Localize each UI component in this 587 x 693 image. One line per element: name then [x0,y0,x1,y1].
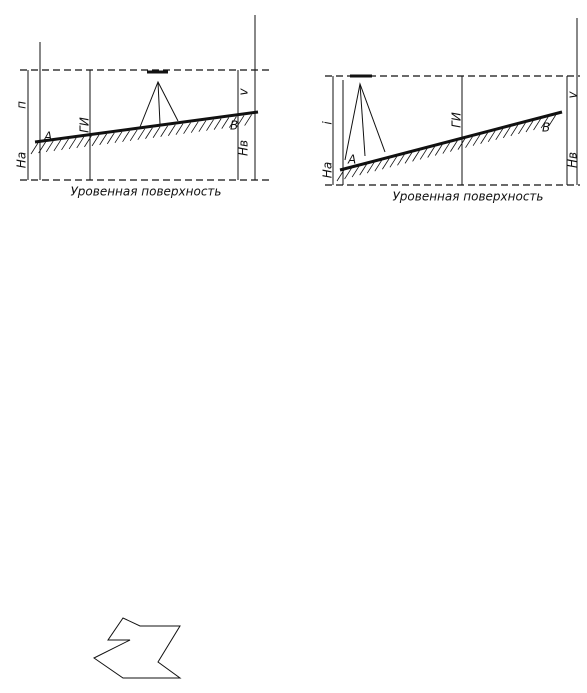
hatch [183,122,191,134]
hatch [221,117,230,129]
hatch [404,152,413,164]
hatch [68,137,77,150]
shape [93,617,182,679]
label: Hа [321,162,335,178]
hatch [190,121,199,133]
hatch [374,159,383,172]
hatch [206,119,214,131]
tripod [157,81,161,125]
hatch [175,123,184,135]
hatch [502,126,511,139]
ground [34,110,259,144]
hatch [518,122,526,135]
tripod [359,83,366,157]
hatch [450,140,458,152]
hatch [236,115,245,127]
point-label: A [43,130,52,144]
label: Hа [15,152,29,168]
hatch [382,158,390,170]
hatch [244,114,252,126]
hatch [213,118,222,130]
hatch [525,120,534,133]
hatch [419,148,428,160]
hatch [397,154,405,166]
label: п [15,101,29,109]
ground [339,110,563,172]
label: v [237,88,251,96]
hatch [510,124,519,137]
label: Hв [237,140,251,156]
hatch [472,134,481,146]
hatch [487,130,496,143]
hatch [84,135,92,148]
hatch [129,129,138,142]
label: v [566,91,580,99]
hatch [38,141,46,154]
hatch [99,133,108,146]
caption: Уровенная поверхность [392,190,543,204]
hatch [457,138,466,150]
point-label: A [347,153,356,167]
hatch [434,144,443,156]
hatch [427,146,436,158]
right-diagram: i ГИ v Hа Hв A B Уровенная поверхность [321,18,580,204]
hatch [336,169,345,182]
hatch [548,114,557,127]
label: i [321,121,335,125]
hatch [366,161,375,174]
hatch [30,142,39,155]
hatch [168,124,176,136]
hatch [76,136,85,149]
hatch [359,163,368,176]
hatch [540,116,549,129]
hatch [465,136,473,148]
hatch [61,138,69,151]
hatch [351,165,360,178]
hatch [152,126,161,138]
hatch [160,125,169,137]
tripod [344,82,386,161]
hatch [145,127,153,139]
label: ГИ [78,117,92,133]
hatch [91,134,100,147]
label: ГИ [450,112,464,128]
point-label: B [230,119,238,133]
hatch [389,156,398,168]
hatch [53,139,62,152]
label: Hв [566,152,580,168]
hatch [229,116,237,128]
hatch [198,120,207,132]
hatch [106,132,115,145]
hatch [495,128,504,141]
hatch [480,132,488,144]
hatch [122,130,130,143]
hatch [533,118,541,131]
hatch [45,140,54,153]
hatch [442,142,451,154]
hatch [344,167,352,180]
point-label: B [542,121,550,135]
hatch [114,131,123,144]
hatch [412,150,420,162]
left-diagram: п ГИ v Hа Hв A B Уровенная поверхность [15,15,272,199]
caption: Уровенная поверхность [70,185,221,199]
hatch [137,128,146,141]
